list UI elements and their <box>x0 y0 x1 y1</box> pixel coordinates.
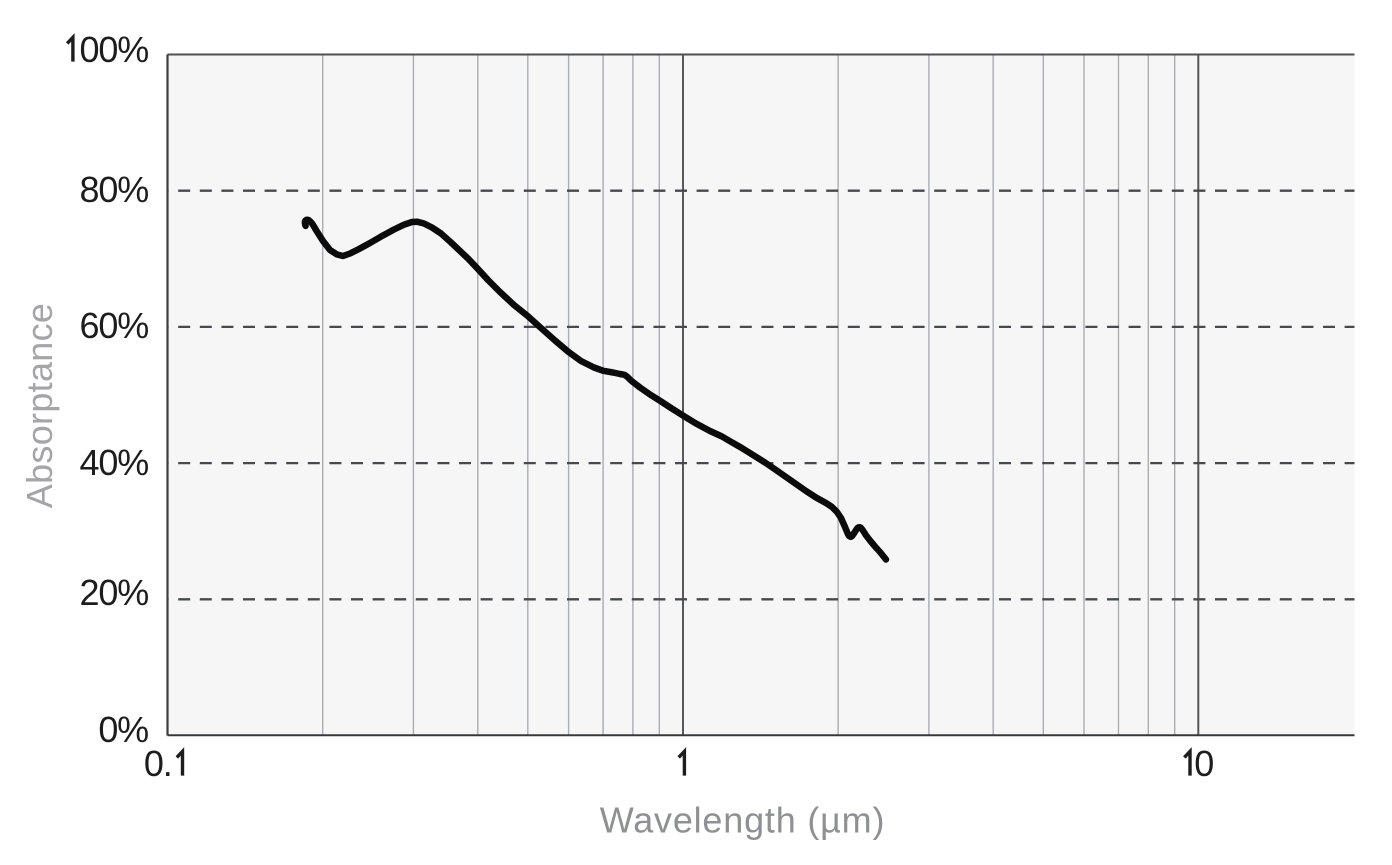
svg-text:60%: 60% <box>80 305 149 346</box>
svg-text:0.: 0. <box>144 743 172 784</box>
svg-text:00%: 00% <box>80 29 149 70</box>
svg-text:80%: 80% <box>80 169 149 210</box>
svg-text:40%: 40% <box>80 442 149 483</box>
svg-text:20%: 20% <box>80 572 149 613</box>
svg-text:Absorptance: Absorptance <box>19 303 60 508</box>
svg-text:0%: 0% <box>98 709 148 750</box>
svg-text:Wavelength (µm): Wavelength (µm) <box>600 800 885 841</box>
svg-text:0: 0 <box>1194 743 1213 784</box>
